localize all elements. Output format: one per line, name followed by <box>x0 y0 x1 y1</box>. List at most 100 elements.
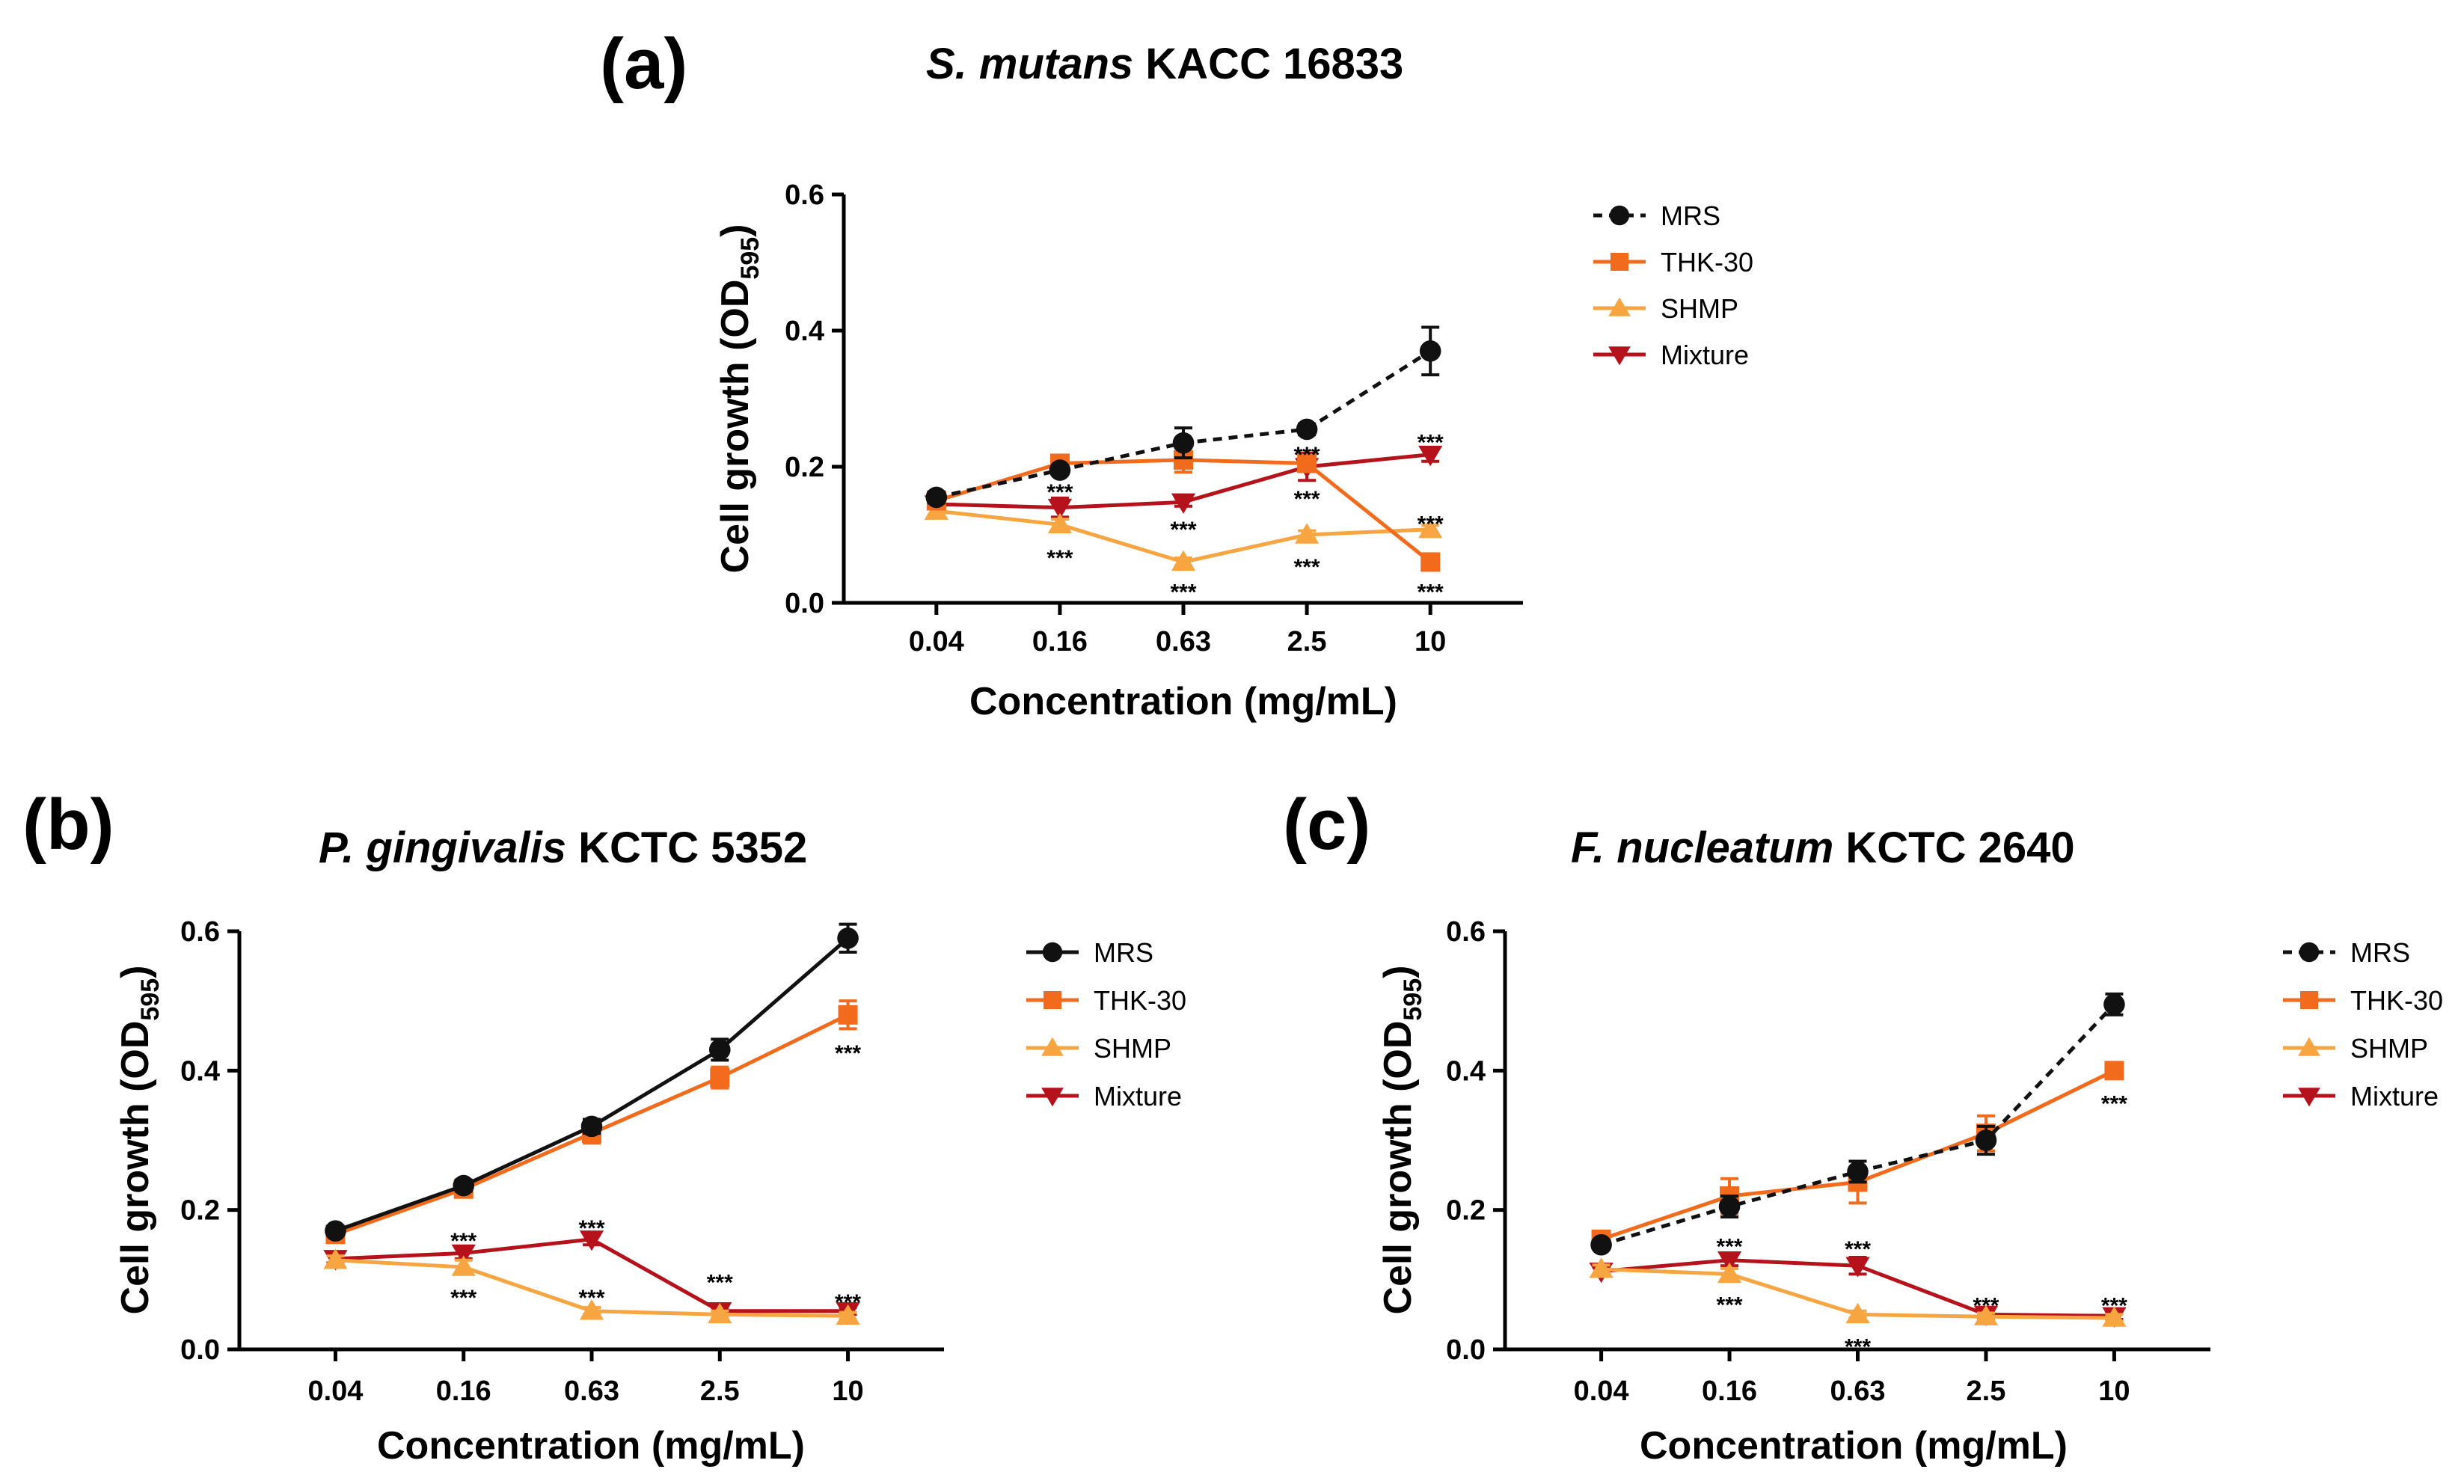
data-point <box>1297 453 1317 473</box>
y-tick-label: 0.0 <box>1446 1334 1486 1366</box>
significance-marker: *** <box>1170 580 1196 605</box>
y-tick-label: 0.4 <box>1446 1055 1486 1087</box>
significance-marker: *** <box>2101 1091 2127 1116</box>
significance-marker: *** <box>1294 555 1320 580</box>
x-tick-label: 0.63 <box>1156 626 1211 657</box>
chart-title: S. mutans KACC 16833 <box>926 40 1403 88</box>
data-point <box>1845 1257 1870 1278</box>
significance-marker: *** <box>1418 430 1444 455</box>
x-tick-label: 2.5 <box>700 1376 740 1407</box>
y-axis-label: Cell growth (OD595) <box>1376 966 1427 1315</box>
series-line <box>1600 1003 2116 1247</box>
panel-label: (b) <box>22 785 114 865</box>
x-tick-label: 0.04 <box>307 1376 363 1407</box>
data-point <box>1047 498 1073 520</box>
data-point <box>1419 340 1441 362</box>
series-MRS <box>1590 992 2125 1256</box>
data-point <box>1717 1251 1742 1272</box>
data-point <box>708 1039 731 1061</box>
data-point <box>708 1302 732 1324</box>
y-tick-label: 0.6 <box>785 180 824 211</box>
legend-marker <box>2298 1037 2320 1056</box>
legend-marker <box>1608 346 1631 366</box>
data-point <box>1589 1257 1613 1278</box>
significance-marker: *** <box>1294 487 1320 512</box>
data-point <box>325 1220 346 1242</box>
significance-marker: *** <box>1294 443 1320 467</box>
legend-label: Mixture <box>1094 1081 1182 1112</box>
y-tick-label: 0.4 <box>180 1055 220 1087</box>
significance-marker: *** <box>835 1041 861 1066</box>
significance-marker: *** <box>578 1286 604 1310</box>
data-point <box>1421 552 1441 572</box>
significance-marker: *** <box>1845 1334 1871 1359</box>
data-point <box>836 1304 860 1325</box>
data-point <box>453 1174 475 1197</box>
series-SHMP <box>1589 1257 2127 1327</box>
data-point <box>2104 1061 2124 1081</box>
series-MRS <box>325 922 859 1242</box>
data-point <box>1973 1304 1999 1325</box>
legend: MRS THK-30 SHMP Mixture <box>2283 937 2443 1112</box>
x-tick-label: 0.63 <box>1830 1376 1886 1407</box>
data-point <box>1717 1262 1742 1284</box>
chart-panel-0: (a) S. mutans KACC 16833 0.0 0.2 0.4 0.6 0.04 0… <box>600 24 1753 723</box>
significance-marker: *** <box>1418 512 1444 537</box>
legend-label: SHMP <box>2350 1033 2428 1064</box>
legend-marker <box>1041 1088 1064 1107</box>
data-point <box>451 1244 476 1266</box>
x-tick-label: 0.04 <box>909 626 964 657</box>
y-tick-label: 0.2 <box>180 1195 220 1227</box>
legend-label: THK-30 <box>1661 247 1753 278</box>
x-tick-label: 10 <box>1415 626 1446 657</box>
legend-marker <box>1611 253 1628 271</box>
significance-marker: *** <box>1717 1234 1743 1259</box>
significance-marker: *** <box>1973 1293 1999 1318</box>
y-tick-label: 0.6 <box>1446 916 1486 948</box>
series-SHMP <box>924 499 1443 571</box>
data-point <box>1294 523 1320 544</box>
significance-marker: *** <box>450 1229 476 1254</box>
chart-panel-1: (b) P. gingivalis KCTC 5352 0.0 0.2 0.4 0.6 0.… <box>22 785 1186 1468</box>
data-point <box>579 1299 604 1320</box>
significance-marker: *** <box>707 1271 733 1296</box>
y-tick-label: 0.6 <box>180 916 220 948</box>
y-tick-label: 0.0 <box>785 588 824 619</box>
significance-marker: *** <box>835 1290 861 1315</box>
x-tick-label: 0.16 <box>1702 1376 1757 1407</box>
data-point <box>1845 1302 1870 1324</box>
chart-title: F. nucleatum KCTC 2640 <box>1571 824 2075 872</box>
legend-marker <box>1041 1037 1064 1056</box>
data-point <box>1171 493 1196 514</box>
y-axis-label: Cell growth (OD595) <box>114 966 165 1315</box>
x-tick-label: 2.5 <box>1967 1376 2006 1407</box>
x-tick-label: 0.16 <box>436 1376 491 1407</box>
data-point <box>1296 418 1318 441</box>
series-line <box>936 349 1432 500</box>
series-MRS <box>925 325 1441 509</box>
x-axis-label: Concentration (mg/mL) <box>377 1424 805 1468</box>
series-line <box>1600 1069 2115 1242</box>
legend-label: MRS <box>1094 937 1153 968</box>
x-axis-label: Concentration (mg/mL) <box>969 680 1397 723</box>
legend-label: THK-30 <box>1094 985 1186 1016</box>
panel-label: (a) <box>600 24 687 104</box>
data-point <box>451 1255 476 1276</box>
legend-marker <box>2300 991 2318 1009</box>
data-point <box>1418 445 1443 467</box>
panel-label: (c) <box>1283 785 1370 865</box>
x-tick-label: 10 <box>2098 1376 2130 1407</box>
data-point <box>1047 512 1073 534</box>
significance-marker: *** <box>1046 480 1073 505</box>
data-point <box>837 927 859 949</box>
legend-marker <box>1609 205 1630 226</box>
data-point <box>2103 993 2125 1016</box>
legend-label: SHMP <box>1094 1033 1171 1064</box>
y-tick-label: 0.0 <box>180 1334 220 1366</box>
legend: MRS THK-30 SHMP Mixture <box>1026 937 1186 1112</box>
data-point <box>710 1067 730 1088</box>
series-SHMP <box>323 1248 860 1325</box>
legend-label: MRS <box>1661 200 1720 231</box>
x-tick-label: 0.04 <box>1574 1376 1629 1407</box>
significance-marker: *** <box>450 1286 476 1310</box>
